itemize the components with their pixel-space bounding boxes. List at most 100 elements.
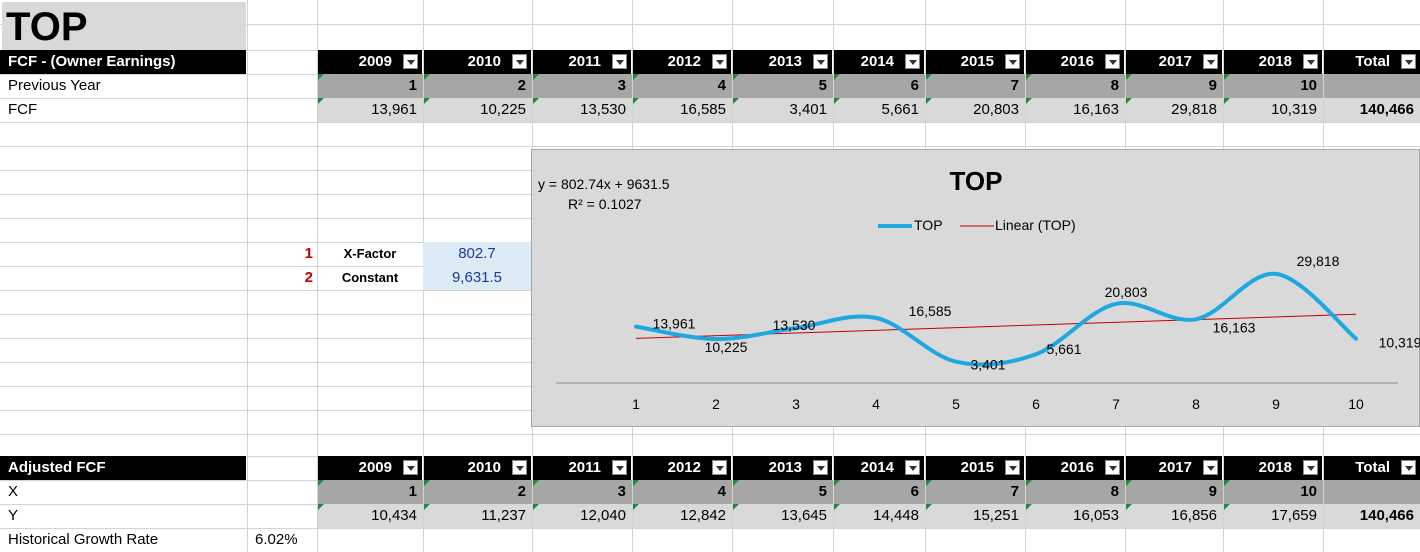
- index-cell[interactable]: 6: [834, 480, 925, 504]
- filter-dropdown-icon[interactable]: [1203, 54, 1218, 69]
- year-header[interactable]: 2014: [834, 50, 924, 74]
- index-cell[interactable]: 4: [633, 480, 732, 504]
- index-cell[interactable]: 2: [424, 480, 532, 504]
- value-cell[interactable]: 12,040: [533, 504, 632, 528]
- filter-dropdown-icon[interactable]: [1401, 54, 1416, 69]
- row-label[interactable]: X: [8, 483, 19, 500]
- index-cell[interactable]: 9: [1126, 480, 1223, 504]
- sheet-title[interactable]: TOP: [2, 2, 246, 50]
- year-header[interactable]: 2018: [1224, 456, 1322, 480]
- filter-dropdown-icon[interactable]: [403, 54, 418, 69]
- year-header[interactable]: 2010: [424, 50, 531, 74]
- param-value[interactable]: 802.7: [423, 242, 531, 266]
- value-cell[interactable]: 3,401: [733, 98, 833, 122]
- table-header-label[interactable]: Adjusted FCF: [0, 456, 246, 480]
- index-cell[interactable]: 8: [1026, 74, 1125, 98]
- filter-dropdown-icon[interactable]: [512, 54, 527, 69]
- filter-dropdown-icon[interactable]: [1401, 460, 1416, 475]
- growth-rate-label[interactable]: Historical Growth Rate: [8, 531, 159, 548]
- value-cell[interactable]: 13,645: [733, 504, 833, 528]
- year-header[interactable]: 2009: [318, 456, 422, 480]
- value-cell[interactable]: 15,251: [926, 504, 1025, 528]
- value-cell[interactable]: 11,237: [424, 504, 532, 528]
- filter-dropdown-icon[interactable]: [1303, 54, 1318, 69]
- index-cell[interactable]: 1: [318, 480, 423, 504]
- value-cell[interactable]: 16,856: [1126, 504, 1223, 528]
- value-cell[interactable]: 17,659: [1224, 504, 1323, 528]
- filter-dropdown-icon[interactable]: [1105, 54, 1120, 69]
- filter-dropdown-icon[interactable]: [813, 460, 828, 475]
- total-header[interactable]: Total: [1324, 456, 1420, 480]
- index-cell[interactable]: 8: [1026, 480, 1125, 504]
- index-cell[interactable]: 9: [1126, 74, 1223, 98]
- index-cell[interactable]: 3: [533, 480, 632, 504]
- year-header[interactable]: 2012: [633, 456, 731, 480]
- value-cell[interactable]: 16,053: [1026, 504, 1125, 528]
- year-header[interactable]: 2015: [926, 50, 1024, 74]
- year-header[interactable]: 2017: [1126, 456, 1222, 480]
- year-header[interactable]: 2013: [733, 456, 832, 480]
- growth-rate-value[interactable]: 6.02%: [255, 531, 298, 548]
- index-cell[interactable]: 3: [533, 74, 632, 98]
- total-header[interactable]: Total: [1324, 50, 1420, 74]
- filter-dropdown-icon[interactable]: [1005, 54, 1020, 69]
- filter-dropdown-icon[interactable]: [1203, 460, 1218, 475]
- value-cell[interactable]: 16,163: [1026, 98, 1125, 122]
- filter-dropdown-icon[interactable]: [712, 54, 727, 69]
- total-cell[interactable]: 140,466: [1324, 504, 1420, 528]
- index-cell[interactable]: 5: [733, 480, 833, 504]
- index-cell[interactable]: 7: [926, 74, 1025, 98]
- row-label[interactable]: Y: [8, 507, 19, 524]
- year-header[interactable]: 2011: [533, 50, 631, 74]
- value-cell[interactable]: 29,818: [1126, 98, 1223, 122]
- filter-dropdown-icon[interactable]: [403, 460, 418, 475]
- index-cell[interactable]: 10: [1224, 480, 1323, 504]
- year-header[interactable]: 2012: [633, 50, 731, 74]
- year-header[interactable]: 2016: [1026, 50, 1124, 74]
- index-cell[interactable]: 5: [733, 74, 833, 98]
- filter-dropdown-icon[interactable]: [1105, 460, 1120, 475]
- chart-area[interactable]: TOP y = 802.74x + 9631.5 R² = 0.1027 TOP Lin…: [531, 149, 1420, 427]
- filter-dropdown-icon[interactable]: [813, 54, 828, 69]
- filter-dropdown-icon[interactable]: [905, 460, 920, 475]
- total-blank-cell[interactable]: [1324, 480, 1420, 504]
- year-header[interactable]: 2017: [1126, 50, 1222, 74]
- year-header[interactable]: 2010: [424, 456, 531, 480]
- value-cell[interactable]: 5,661: [834, 98, 925, 122]
- index-cell[interactable]: 4: [633, 74, 732, 98]
- index-cell[interactable]: 6: [834, 74, 925, 98]
- value-cell[interactable]: 14,448: [834, 504, 925, 528]
- year-header[interactable]: 2009: [318, 50, 422, 74]
- filter-dropdown-icon[interactable]: [1303, 460, 1318, 475]
- table-header-label[interactable]: FCF - (Owner Earnings): [0, 50, 246, 74]
- total-cell[interactable]: 140,466: [1324, 98, 1420, 122]
- value-cell[interactable]: 20,803: [926, 98, 1025, 122]
- filter-dropdown-icon[interactable]: [612, 54, 627, 69]
- param-value[interactable]: 9,631.5: [423, 266, 531, 290]
- filter-dropdown-icon[interactable]: [512, 460, 527, 475]
- value-cell[interactable]: 13,961: [318, 98, 423, 122]
- filter-dropdown-icon[interactable]: [712, 460, 727, 475]
- value-cell[interactable]: 10,434: [318, 504, 423, 528]
- value-cell[interactable]: 13,530: [533, 98, 632, 122]
- filter-dropdown-icon[interactable]: [612, 460, 627, 475]
- filter-dropdown-icon[interactable]: [1005, 460, 1020, 475]
- year-header[interactable]: 2013: [733, 50, 832, 74]
- value-cell[interactable]: 16,585: [633, 98, 732, 122]
- value-cell[interactable]: 10,225: [424, 98, 532, 122]
- total-blank-cell[interactable]: [1324, 74, 1420, 98]
- index-cell[interactable]: 2: [424, 74, 532, 98]
- year-header[interactable]: 2016: [1026, 456, 1124, 480]
- index-cell[interactable]: 10: [1224, 74, 1323, 98]
- year-header[interactable]: 2015: [926, 456, 1024, 480]
- year-header[interactable]: 2018: [1224, 50, 1322, 74]
- index-cell[interactable]: 7: [926, 480, 1025, 504]
- filter-dropdown-icon[interactable]: [905, 54, 920, 69]
- year-header[interactable]: 2014: [834, 456, 924, 480]
- value-cell[interactable]: 12,842: [633, 504, 732, 528]
- row-label[interactable]: Previous Year: [8, 77, 101, 94]
- year-header[interactable]: 2011: [533, 456, 631, 480]
- index-cell[interactable]: 1: [318, 74, 423, 98]
- row-label[interactable]: FCF: [8, 101, 38, 118]
- value-cell[interactable]: 10,319: [1224, 98, 1323, 122]
